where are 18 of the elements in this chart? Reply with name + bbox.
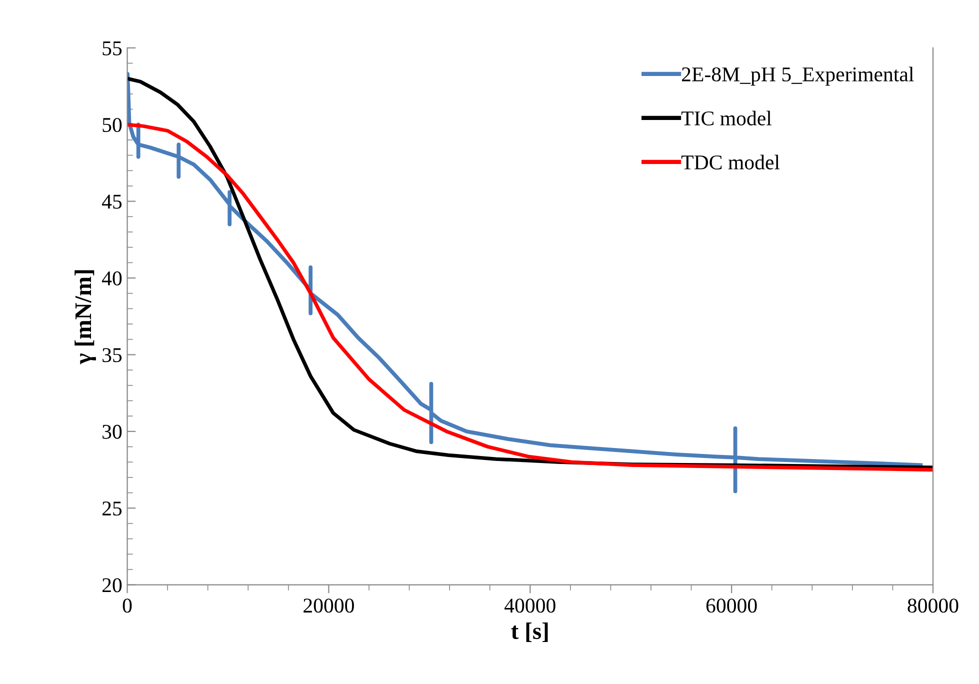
x-tick-label: 0 <box>122 598 132 613</box>
y-tick-label: 45 <box>102 194 122 209</box>
y-tick-label: 55 <box>102 41 122 56</box>
y-tick-label: 35 <box>102 348 122 362</box>
x-tick-label: 80000 <box>908 598 958 613</box>
x-tick-label: 60000 <box>706 598 757 613</box>
y-tick-label: 25 <box>102 502 122 516</box>
legend-label: TDC model <box>681 154 780 170</box>
x-axis-title: t [s] <box>511 622 548 642</box>
x-tick-label: 20000 <box>304 598 354 613</box>
y-axis-title: γ [mN/m] <box>74 270 96 364</box>
y-tick-label: 30 <box>102 424 122 439</box>
legend-label: 2E-8M_pH 5_Experimental <box>682 66 914 86</box>
x-tick-label: 40000 <box>504 598 556 613</box>
legend-label: TIC model <box>681 110 772 126</box>
y-tick-label: 50 <box>102 118 122 132</box>
y-tick-label: 40 <box>102 271 122 286</box>
y-tick-label: 20 <box>102 578 122 592</box>
